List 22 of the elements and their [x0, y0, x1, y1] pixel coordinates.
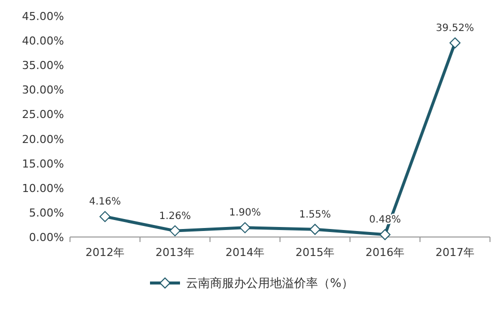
ytick: 40.00% — [22, 34, 64, 48]
xtick: 2016年 — [366, 246, 404, 259]
data-label: 1.90% — [229, 208, 261, 219]
data-label: 4.16% — [89, 196, 121, 208]
data-label: 39.52% — [436, 22, 474, 34]
ytick: 0.00% — [29, 231, 64, 244]
data-label: 1.55% — [299, 209, 331, 220]
xtick: 2015年 — [296, 246, 334, 259]
ytick: 35.00% — [22, 59, 64, 72]
ytick: 20.00% — [22, 132, 64, 146]
ytick: 15.00% — [22, 157, 64, 170]
ytick: 30.00% — [22, 84, 64, 97]
legend-text: 云南商服办公用地溢价率（%） — [186, 276, 354, 290]
xtick: 2017年 — [436, 246, 474, 259]
ytick: 5.00% — [29, 206, 64, 220]
xtick: 2012年 — [86, 246, 124, 259]
data-label: 1.26% — [159, 210, 191, 222]
ytick: 25.00% — [22, 108, 64, 122]
ytick: 45.00% — [22, 10, 64, 23]
ytick: 10.00% — [22, 182, 64, 195]
xtick: 2014年 — [226, 246, 264, 259]
xtick: 2013年 — [156, 246, 194, 259]
